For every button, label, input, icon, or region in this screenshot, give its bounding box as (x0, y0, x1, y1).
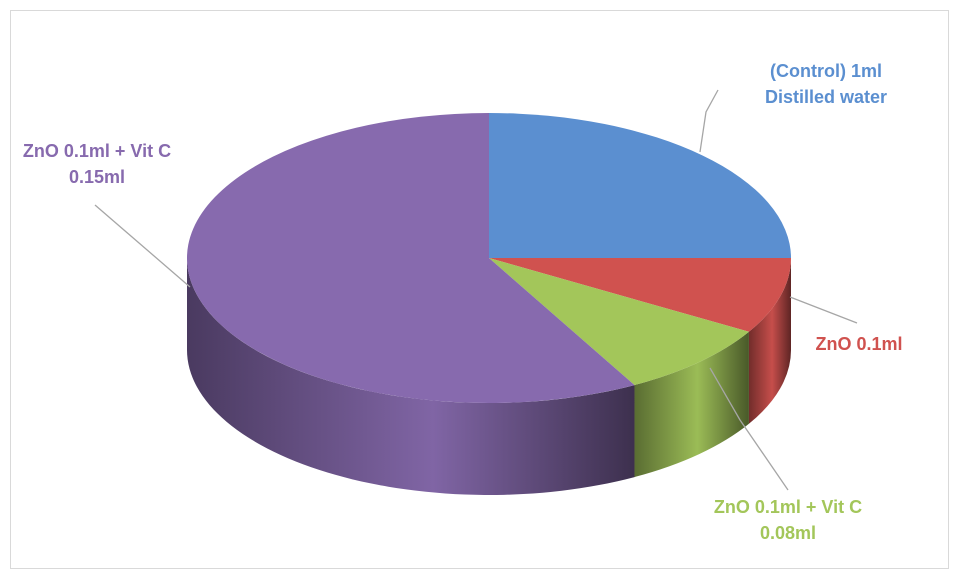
leader-line (789, 296, 858, 324)
slice (489, 258, 749, 386)
leader-line (709, 367, 789, 491)
slice (489, 258, 791, 332)
slice (489, 113, 791, 258)
pie-walls (186, 258, 791, 495)
leader-line (94, 204, 191, 288)
slice-wall (748, 258, 791, 424)
slice-wall (634, 331, 749, 478)
leader-line (699, 89, 719, 153)
slice-wall (186, 258, 635, 495)
pie-tops (187, 112, 791, 403)
slice-label: ZnO 0.1ml (815, 334, 903, 354)
leader-lines (94, 89, 858, 491)
slice (187, 112, 635, 403)
slice-label: ZnO 0.1ml + Vit C 0.08ml (713, 497, 863, 544)
slice-label: (Control) 1ml Distilled water (764, 61, 888, 108)
slice-label: ZnO 0.1ml + Vit C 0.15ml (22, 141, 172, 188)
